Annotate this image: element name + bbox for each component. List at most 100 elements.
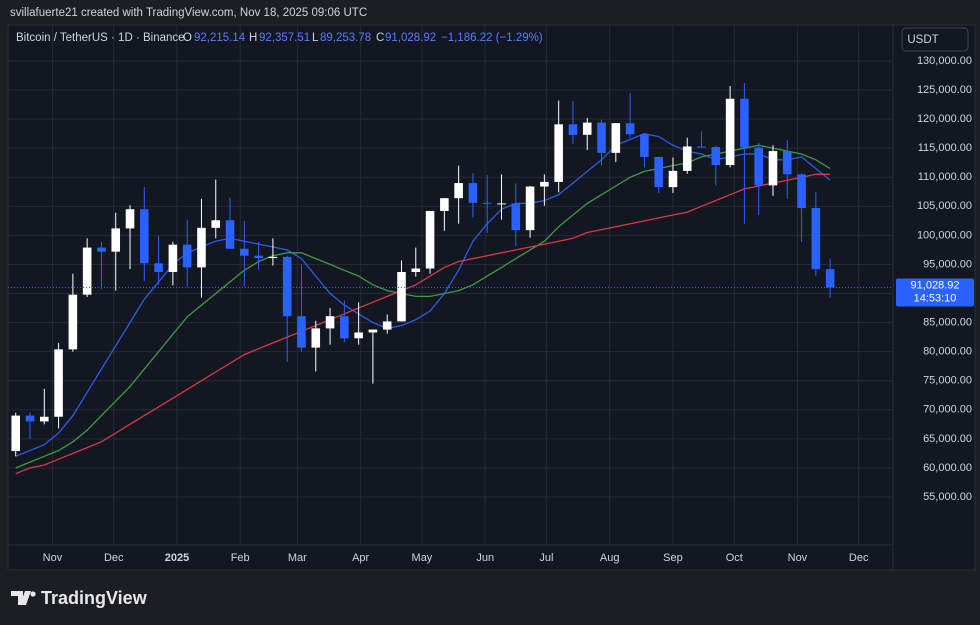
y-tick-label: 70,000.00 — [923, 404, 972, 416]
candle-body — [754, 147, 763, 186]
currency[interactable]: USDT — [907, 34, 938, 46]
logo-mark — [11, 591, 31, 605]
candle-body — [411, 268, 421, 273]
ohlc-label: H — [249, 32, 257, 44]
candle-body — [740, 98, 749, 148]
candle-body — [568, 124, 578, 135]
candle-body — [382, 321, 392, 330]
y-tick-label: 80,000.00 — [923, 346, 972, 358]
candle-body — [611, 123, 621, 153]
candle-body — [440, 198, 449, 211]
marks — [11, 83, 835, 475]
credit: svillafuerte21 created with TradingView.… — [10, 7, 367, 19]
x-tick-label: Oct — [726, 552, 743, 564]
candle-body — [225, 220, 235, 249]
ohlc-value: 89,253.78 — [320, 32, 371, 44]
x-tick-label: Jul — [539, 552, 553, 564]
logo-text: TradingView — [41, 588, 148, 608]
candle-body — [425, 210, 435, 269]
candle-body — [297, 316, 306, 348]
candle-body — [468, 183, 478, 203]
ohlc-label: C — [376, 32, 384, 44]
candle-body — [525, 186, 535, 231]
candle-body — [768, 151, 778, 186]
candle-body — [11, 415, 21, 452]
candle-body — [797, 174, 806, 209]
y-tick-label: 65,000.00 — [923, 433, 972, 445]
x-tick-label: Nov — [788, 552, 808, 564]
ohlc-label: O — [183, 32, 192, 44]
ohlc-value: 92,357.51 — [259, 32, 310, 44]
candle-body — [482, 202, 492, 204]
candle-body — [811, 208, 821, 270]
x-tick-label: May — [412, 552, 433, 564]
x-tick-label: 2025 — [165, 552, 189, 564]
logo: TradingView — [11, 588, 148, 608]
candle-body — [40, 416, 49, 422]
y-tick-label: 95,000.00 — [923, 258, 972, 270]
candle-body — [82, 247, 92, 295]
candle-body — [311, 328, 321, 348]
candle-body — [711, 147, 721, 166]
candle-body — [354, 332, 363, 339]
candle-body — [682, 146, 692, 171]
y-tick-label: 125,000.00 — [917, 84, 972, 96]
moving-average — [15, 173, 831, 475]
candle-body — [625, 123, 635, 135]
y-tick-label: 115,000.00 — [918, 142, 972, 154]
candle-body — [540, 181, 549, 187]
candle-body — [268, 256, 278, 259]
currency-button[interactable] — [901, 27, 969, 52]
candle-body — [454, 183, 463, 199]
candle-body — [140, 209, 149, 264]
x-tick-label: Feb — [231, 552, 250, 564]
x-tick-label: Nov — [43, 552, 63, 564]
candle-body — [554, 124, 563, 182]
ohlc-value: 91,028.92 — [385, 32, 436, 44]
moving-average — [15, 144, 831, 469]
x-tick-label: Aug — [600, 552, 620, 564]
candle-body — [597, 122, 606, 153]
x-tick-label: Apr — [352, 552, 369, 564]
candle-body — [154, 263, 163, 273]
candle-body — [97, 247, 106, 252]
x-tick-label: Dec — [104, 552, 124, 564]
y-tick-label: 100,000.00 — [917, 229, 972, 241]
candle-body — [254, 255, 263, 259]
x-tick-label: Mar — [288, 552, 307, 564]
y-tick-label: 75,000.00 — [923, 375, 972, 387]
ohlc-value: 92,215.14 — [194, 32, 246, 44]
candle-body — [168, 244, 178, 273]
last-price-tag — [896, 278, 974, 307]
candle-body — [54, 349, 63, 417]
x-tick-label: Dec — [849, 552, 869, 564]
candle-body — [697, 146, 706, 148]
moving-average — [15, 133, 831, 457]
logo-dot — [30, 591, 36, 597]
candle-body — [782, 151, 792, 175]
candle-body — [282, 256, 292, 317]
candle-body — [725, 98, 735, 166]
y-tick-label: 120,000.00 — [917, 113, 972, 125]
y-tick-label: 55,000.00 — [923, 491, 972, 503]
symbol-title: Bitcoin / TetherUS · 1D · Binance — [16, 32, 185, 44]
candle-body — [497, 203, 506, 205]
candle-body — [111, 228, 121, 252]
countdown: 14:53:10 — [914, 292, 957, 304]
candle-body — [582, 122, 592, 135]
candle-body — [125, 209, 135, 229]
candle-body — [25, 415, 35, 422]
change: −1,186.22 (−1.29%) — [441, 32, 543, 44]
candle-body — [640, 134, 649, 157]
candle-body — [368, 329, 378, 333]
last-price-label: 91,028.92 — [911, 279, 960, 291]
candle-body — [397, 272, 406, 322]
candle-body — [511, 203, 521, 231]
x-tick-label: Jun — [476, 552, 494, 564]
ohlc-label: L — [312, 32, 319, 44]
y-tick-label: 85,000.00 — [923, 316, 972, 328]
